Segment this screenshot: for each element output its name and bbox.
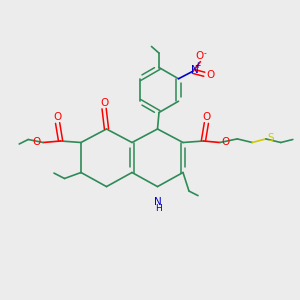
Text: O: O — [53, 112, 62, 122]
Text: S: S — [268, 133, 274, 143]
Text: O: O — [100, 98, 108, 108]
Text: N: N — [154, 197, 162, 207]
Text: +: + — [194, 61, 201, 70]
Text: O: O — [195, 51, 204, 61]
Text: O: O — [222, 136, 230, 147]
Text: N: N — [190, 65, 198, 75]
Text: O: O — [32, 136, 41, 147]
Text: O: O — [206, 70, 214, 80]
Text: O: O — [202, 112, 211, 122]
Text: -: - — [203, 49, 206, 58]
Text: H: H — [155, 204, 161, 213]
